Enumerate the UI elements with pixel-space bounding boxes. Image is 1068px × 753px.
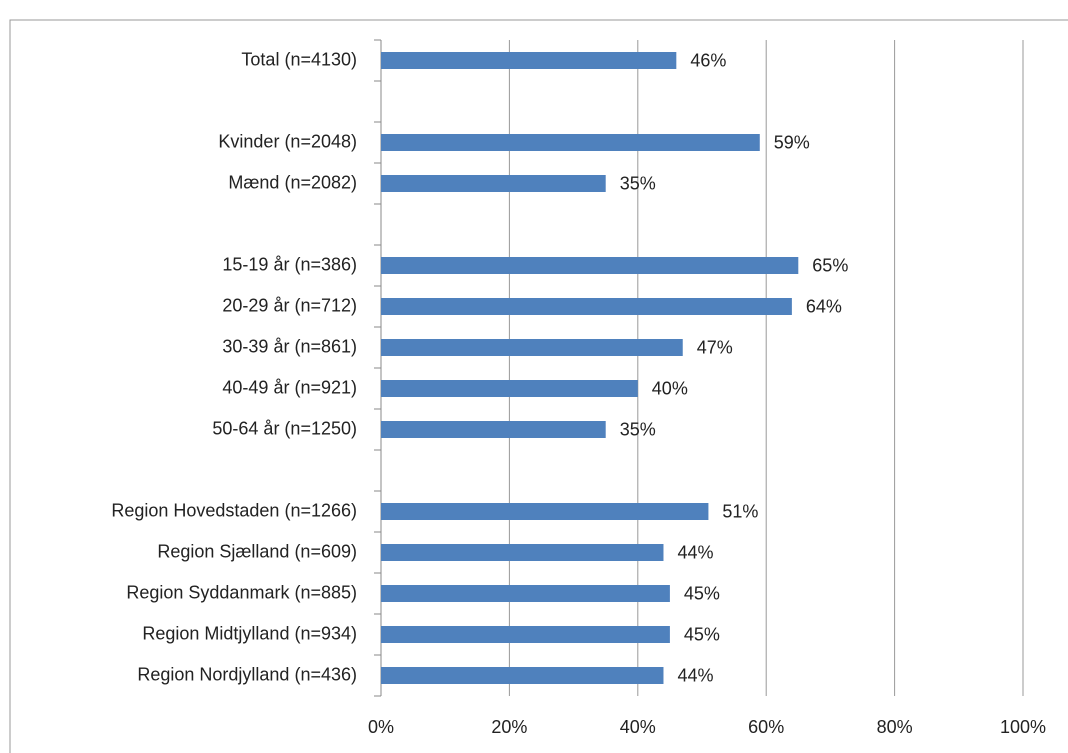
bar	[381, 175, 606, 192]
x-tick-label: 20%	[491, 717, 527, 737]
y-tick-label: Total (n=4130)	[241, 49, 357, 69]
bar	[381, 544, 664, 561]
x-tick-label: 40%	[620, 717, 656, 737]
value-label: 64%	[806, 296, 842, 316]
bar	[381, 421, 606, 438]
value-label: 45%	[684, 624, 720, 644]
y-tick-label: 15-19 år (n=386)	[222, 254, 357, 274]
bar	[381, 667, 664, 684]
value-label: 44%	[677, 665, 713, 685]
x-tick-label: 0%	[368, 717, 394, 737]
value-label: 35%	[620, 173, 656, 193]
y-tick-label: Region Sjælland (n=609)	[157, 541, 357, 561]
bar	[381, 503, 709, 520]
y-tick-label: 20-29 år (n=712)	[222, 295, 357, 315]
x-tick-label: 60%	[748, 717, 784, 737]
y-tick-label: Kvinder (n=2048)	[218, 131, 357, 151]
bar	[381, 626, 670, 643]
x-tick-label: 100%	[1000, 717, 1046, 737]
value-label: 35%	[620, 419, 656, 439]
value-label: 51%	[722, 501, 758, 521]
y-tick-label: Region Midtjylland (n=934)	[142, 623, 357, 643]
bar	[381, 339, 683, 356]
y-tick-label: Region Nordjylland (n=436)	[137, 664, 357, 684]
bar	[381, 380, 638, 397]
y-tick-label: Region Hovedstaden (n=1266)	[111, 500, 357, 520]
value-label: 40%	[652, 378, 688, 398]
value-label: 65%	[812, 255, 848, 275]
value-label: 44%	[677, 542, 713, 562]
value-label: 45%	[684, 583, 720, 603]
x-tick-label: 80%	[877, 717, 913, 737]
bar	[381, 257, 799, 274]
y-tick-label: 50-64 år (n=1250)	[212, 418, 357, 438]
y-tick-label: 40-49 år (n=921)	[222, 377, 357, 397]
y-tick-label: Region Syddanmark (n=885)	[126, 582, 357, 602]
value-label: 46%	[690, 50, 726, 70]
y-tick-label: Mænd (n=2082)	[228, 172, 357, 192]
y-tick-label: 30-39 år (n=861)	[222, 336, 357, 356]
value-label: 47%	[697, 337, 733, 357]
bar	[381, 134, 760, 151]
value-label: 59%	[774, 132, 810, 152]
bar	[381, 585, 670, 602]
bar	[381, 52, 677, 69]
bar	[381, 298, 792, 315]
